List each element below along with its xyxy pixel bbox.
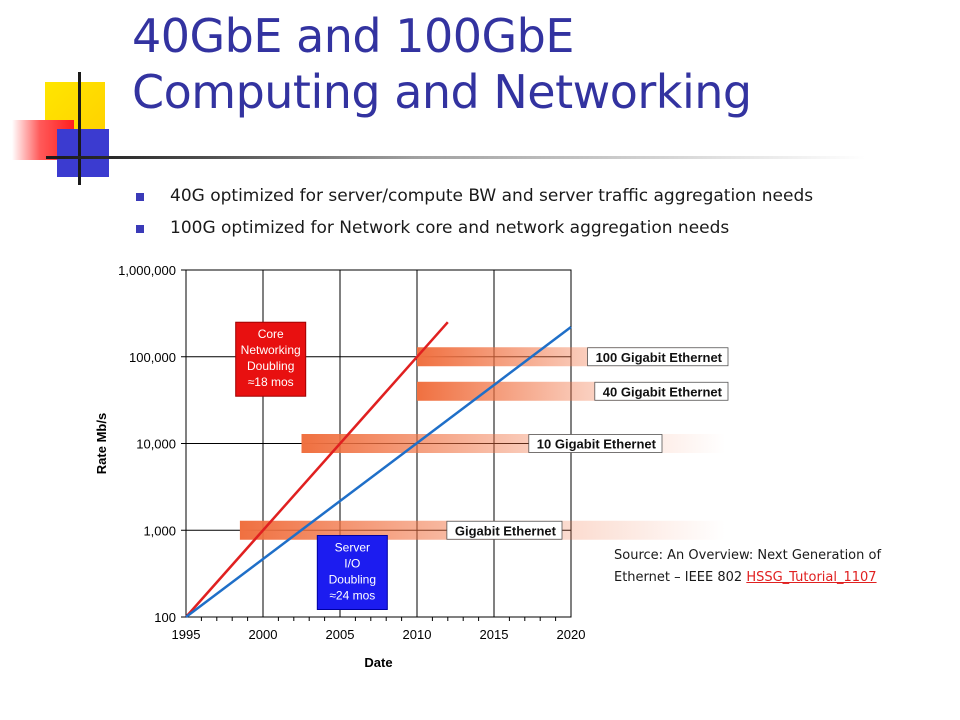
source-link[interactable]: HSSG_Tutorial_1107 xyxy=(746,570,877,585)
decorative-horizontal-line xyxy=(46,156,866,159)
bullet-text: 100G optimized for Network core and netw… xyxy=(170,218,730,238)
doubling-annotation-text: ≈18 mos xyxy=(248,375,294,389)
bullet-item: 40G optimized for server/compute BW and … xyxy=(134,182,934,214)
trend-line xyxy=(185,321,449,618)
ethernet-band-label: 10 Gigabit Ethernet xyxy=(537,437,657,452)
doubling-annotation-text: ≈24 mos xyxy=(329,588,375,602)
doubling-annotation-text: I/O xyxy=(344,556,360,570)
slide-title: 40GbE and 100GbE Computing and Networkin… xyxy=(132,8,932,120)
bullet-item: 100G optimized for Network core and netw… xyxy=(134,214,934,246)
y-tick-label: 100 xyxy=(154,610,176,625)
x-tick-label: 2000 xyxy=(249,627,278,642)
doubling-annotation-text: Doubling xyxy=(247,359,294,373)
doubling-annotation-text: Server xyxy=(335,540,370,554)
ethernet-band-label-box xyxy=(587,347,729,367)
title-line-2: Computing and Networking xyxy=(132,65,752,119)
ethernet-band-label: Gigabit Ethernet xyxy=(455,523,557,538)
trend-line xyxy=(185,326,572,618)
ethernet-band-label-box xyxy=(594,381,729,401)
doubling-annotation-box xyxy=(316,534,388,610)
y-tick-label: 100,000 xyxy=(129,350,176,365)
ethernet-band-label-box xyxy=(528,434,663,453)
source-citation: Source: An Overview: Next Generation of … xyxy=(614,545,934,589)
bullet-square-icon xyxy=(136,193,144,201)
y-tick-label: 1,000 xyxy=(143,523,176,538)
doubling-annotation-text: Networking xyxy=(241,343,301,357)
y-axis-label: Rate Mb/s xyxy=(94,413,109,474)
x-tick-label: 2015 xyxy=(480,627,509,642)
title-line-1: 40GbE and 100GbE xyxy=(132,9,574,63)
bullet-square-icon xyxy=(136,225,144,233)
ethernet-band-label: 40 Gigabit Ethernet xyxy=(603,384,723,399)
rate-growth-chart: 1995 2000 2005 2010 2015 2020 100 1,000 10,000 10… xyxy=(94,263,729,670)
decorative-vertical-line xyxy=(78,72,81,185)
decorative-blue-square xyxy=(57,129,109,177)
bullet-list: 40G optimized for server/compute BW and … xyxy=(134,182,934,246)
doubling-annotation-text: Doubling xyxy=(329,572,376,586)
y-tick-label: 10,000 xyxy=(136,437,176,452)
bullet-text: 40G optimized for server/compute BW and … xyxy=(170,186,814,206)
ethernet-band-label: 100 Gigabit Ethernet xyxy=(596,350,723,365)
x-tick-label: 1995 xyxy=(172,627,201,642)
source-text: Source: An Overview: Next Generation of … xyxy=(614,548,882,585)
x-tick-label: 2020 xyxy=(557,627,586,642)
x-tick-label: 2010 xyxy=(403,627,432,642)
x-axis-label: Date xyxy=(364,655,392,670)
doubling-annotation-text: Core xyxy=(258,327,284,341)
ethernet-band-label-box xyxy=(446,520,563,540)
x-tick-label: 2005 xyxy=(326,627,355,642)
doubling-annotation-box xyxy=(235,321,307,397)
y-tick-label: 1,000,000 xyxy=(118,263,176,278)
